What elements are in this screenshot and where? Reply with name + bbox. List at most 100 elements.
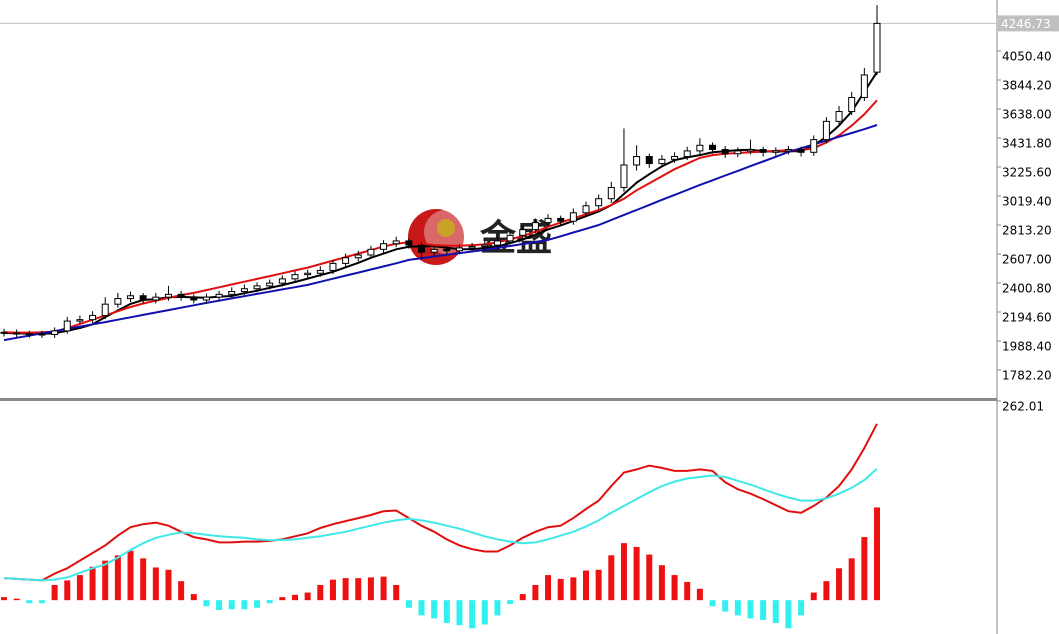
y-tick-label: 3638.00 (1002, 107, 1052, 121)
candle-body (202, 296, 210, 301)
histogram-bar (304, 592, 311, 601)
histogram-bar (494, 600, 501, 616)
candle-body (127, 295, 135, 300)
candle-body (797, 148, 805, 153)
histogram-bar (38, 600, 45, 604)
histogram-bar (393, 584, 400, 601)
histogram-bar (254, 600, 261, 608)
indicator-line (3, 124, 878, 342)
candle-body (607, 186, 615, 200)
candle-body (291, 274, 299, 280)
logo-coin (437, 219, 455, 237)
histogram-bar (785, 600, 792, 629)
candle-body (595, 198, 603, 207)
candle-body (658, 158, 666, 165)
candle-body (63, 320, 71, 332)
candle-body (316, 269, 324, 274)
candle-body (89, 314, 97, 321)
histogram-bar (620, 543, 627, 601)
candle-body (455, 247, 463, 252)
candle-body (430, 248, 438, 253)
candle-body (582, 205, 590, 214)
histogram-bar (469, 600, 476, 629)
candle-body (835, 111, 843, 122)
candle-body (278, 278, 286, 284)
candle-body (873, 22, 881, 73)
histogram-bar (658, 565, 665, 601)
histogram-bar (266, 600, 273, 604)
y-tick-label: 3019.40 (1002, 194, 1052, 208)
histogram-bar (1, 597, 7, 601)
histogram-bar (570, 577, 577, 601)
candle-body (13, 332, 21, 335)
candle-body (493, 240, 501, 246)
candle-body (0, 331, 8, 334)
histogram-bar (595, 569, 602, 601)
histogram-bar (633, 546, 640, 601)
candle-body (253, 285, 261, 290)
histogram-bar (367, 577, 374, 601)
candle-body (671, 156, 679, 160)
candle-body (418, 244, 426, 253)
candle-body (164, 293, 172, 298)
histogram-bar (861, 537, 868, 601)
candle-body (481, 244, 489, 248)
candle-body (645, 156, 653, 165)
candle-body (620, 164, 628, 188)
candle-body (696, 144, 704, 152)
histogram-bar (355, 578, 362, 601)
indicator-line (3, 99, 878, 334)
histogram-bar (431, 600, 438, 619)
histogram-bar (532, 584, 539, 601)
candle-body (329, 262, 337, 271)
histogram-bar (734, 600, 741, 616)
histogram-bar (178, 581, 185, 601)
candle-body (759, 148, 767, 153)
candle-body (683, 150, 691, 158)
histogram-bar (64, 580, 71, 601)
histogram-bar (760, 600, 767, 620)
panel-separator (0, 398, 997, 401)
y-tick-label: 2813.20 (1002, 223, 1052, 237)
histogram-bar (443, 600, 450, 623)
histogram-bar (696, 588, 703, 601)
histogram-bar (418, 600, 425, 616)
histogram-bar (684, 581, 691, 601)
histogram-bar (874, 507, 880, 601)
current-price-label: 4246.73 (1001, 17, 1051, 31)
histogram-bar (507, 600, 514, 604)
histogram-bar (519, 594, 526, 601)
histogram-bar (836, 568, 843, 601)
histogram-bar (114, 555, 121, 601)
histogram-bar (772, 600, 779, 623)
histogram-bar (545, 575, 552, 601)
y-tick-label: 1782.20 (1002, 368, 1052, 382)
candle-body (557, 217, 565, 222)
candle-body (177, 293, 185, 298)
histogram-bar (329, 579, 336, 601)
histogram-bar (51, 584, 58, 601)
candle-body (544, 217, 552, 224)
candle-body (531, 222, 539, 231)
histogram-bar (165, 569, 172, 601)
y-tick-label: 3844.20 (1002, 78, 1052, 92)
y-tick-label: 2400.80 (1002, 281, 1052, 295)
candle-body (304, 272, 312, 276)
histogram-bar (13, 598, 20, 601)
candle-body (354, 254, 362, 259)
histogram-bar (456, 600, 463, 626)
candle-body (746, 148, 754, 152)
current-price-box (998, 15, 1059, 32)
candle-body (101, 303, 109, 316)
y-tick-label: 4050.40 (1002, 49, 1052, 63)
histogram-bar (671, 575, 678, 601)
histogram-bar (608, 555, 615, 601)
histogram-bar (583, 570, 589, 601)
histogram-bar (481, 600, 488, 625)
indicator-line (3, 467, 878, 582)
histogram-bar (722, 600, 729, 612)
candle-body (76, 319, 84, 322)
candle-body (342, 257, 350, 264)
